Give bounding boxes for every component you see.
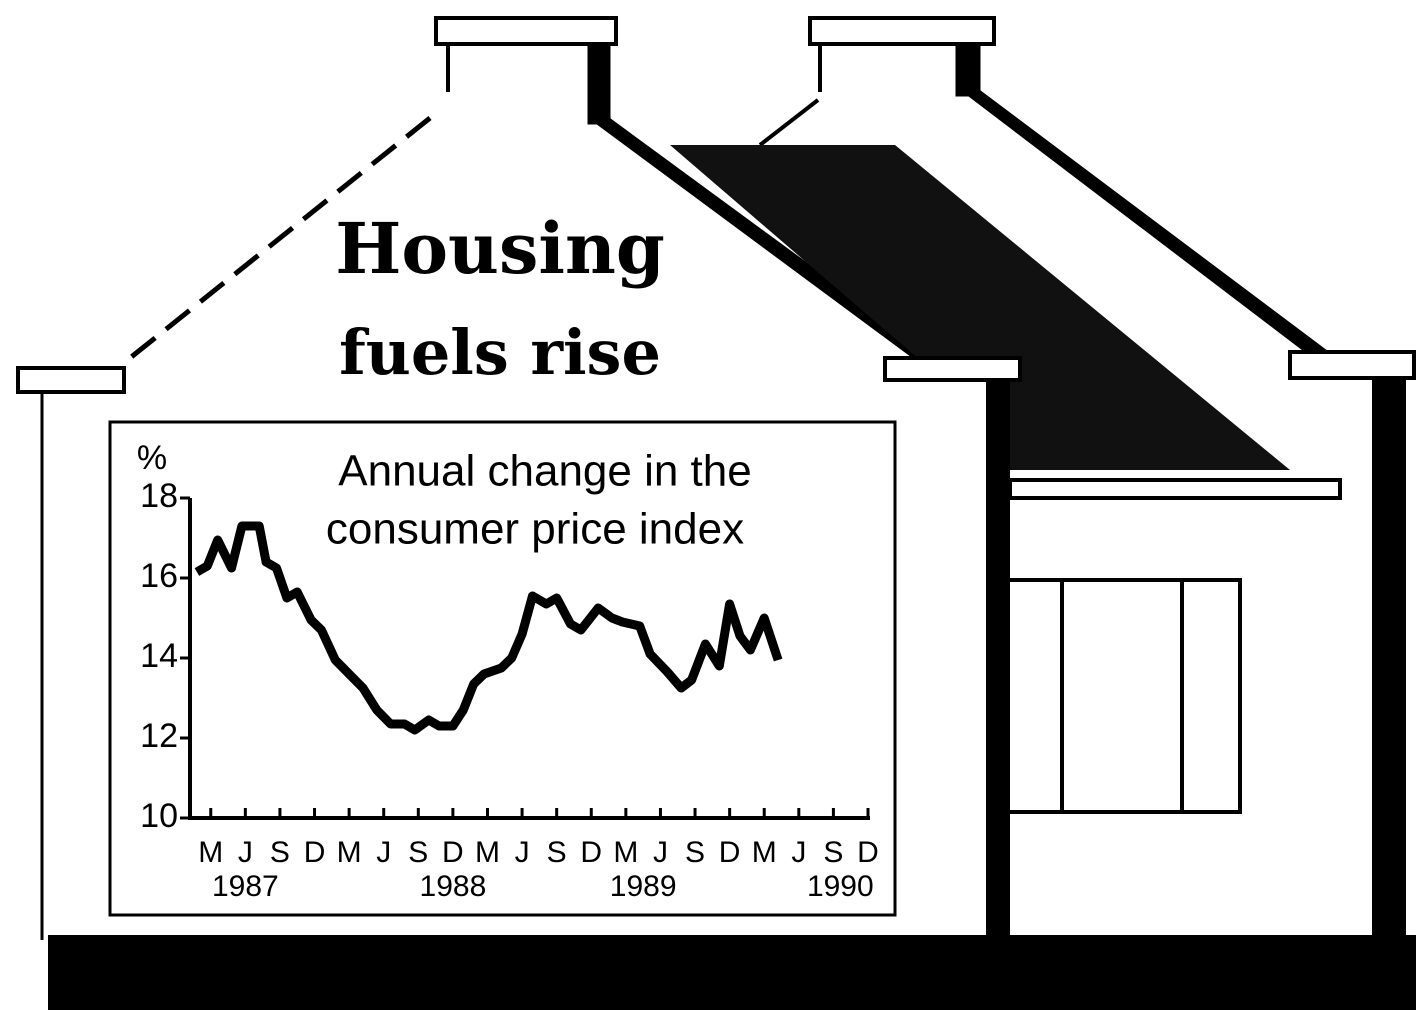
- x-tick-label: J: [376, 836, 391, 869]
- x-tick-label: S: [685, 836, 705, 869]
- y-tick-label: 10: [140, 797, 178, 835]
- x-tick-label: D: [304, 836, 326, 869]
- year-label: 1989: [610, 870, 677, 903]
- x-tick-label: S: [270, 836, 290, 869]
- x-tick-label: J: [791, 836, 806, 869]
- x-tick-label: M: [337, 836, 362, 869]
- x-tick-label: D: [719, 836, 741, 869]
- x-tick-label: S: [547, 836, 567, 869]
- headline: Housing: [335, 207, 665, 290]
- x-tick-label: M: [752, 836, 777, 869]
- x-tick-label: M: [198, 836, 223, 869]
- x-tick-label: D: [442, 836, 464, 869]
- x-tick-label: M: [475, 836, 500, 869]
- x-tick-label: J: [238, 836, 253, 869]
- chart-title: Annual change in the: [338, 447, 751, 496]
- y-axis-label: %: [137, 439, 167, 477]
- y-tick-label: 18: [140, 477, 178, 515]
- year-label: 1988: [420, 870, 487, 903]
- year-label: 1987: [212, 870, 279, 903]
- chart-title: consumer price index: [326, 505, 744, 554]
- illustration: Housing fuels rise Annual change in the …: [0, 0, 1416, 1010]
- year-label: 1990: [807, 870, 874, 903]
- y-tick-label: 14: [140, 637, 178, 675]
- headline: fuels rise: [339, 316, 661, 389]
- x-tick-label: J: [515, 836, 530, 869]
- x-tick-label: S: [823, 836, 843, 869]
- x-tick-label: D: [857, 836, 879, 869]
- y-tick-label: 16: [140, 557, 178, 595]
- x-tick-label: D: [580, 836, 602, 869]
- y-tick-label: 12: [140, 717, 178, 755]
- x-tick-label: J: [653, 836, 668, 869]
- x-tick-label: S: [408, 836, 428, 869]
- x-tick-label: M: [613, 836, 638, 869]
